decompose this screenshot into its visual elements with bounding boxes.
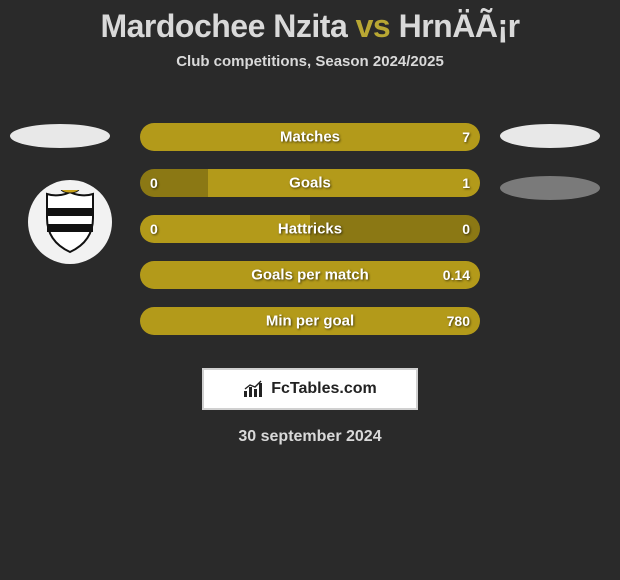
bar-chart-icon: [243, 380, 265, 398]
stat-label: Hattricks: [278, 221, 342, 238]
player1-name: Mardochee Nzita: [100, 8, 347, 44]
stat-bar: Min per goal 780: [140, 307, 480, 335]
source-label: FcTables.com: [271, 380, 377, 398]
stat-row: Hattricks 0 0: [0, 206, 620, 252]
stat-bar: Matches 7: [140, 123, 480, 151]
stat-bar: Goals per match 0.14: [140, 261, 480, 289]
vs-label: vs: [356, 8, 391, 44]
stat-value-right: 780: [447, 313, 470, 329]
stat-value-right: 7: [462, 129, 470, 145]
stat-value-left: 0: [150, 175, 158, 191]
stat-value-right: 0.14: [443, 267, 470, 283]
stat-row: Goals 0 1: [0, 160, 620, 206]
stat-label: Min per goal: [266, 313, 354, 330]
stat-label: Goals per match: [251, 267, 369, 284]
subtitle: Club competitions, Season 2024/2025: [0, 53, 620, 70]
stat-row: Min per goal 780: [0, 298, 620, 344]
stat-label: Matches: [280, 129, 340, 146]
stats-container: Matches 7 Goals 0 1 Hattricks 0 0 Goals per matc…: [0, 114, 620, 344]
stat-value-right: 1: [462, 175, 470, 191]
stat-row: Goals per match 0.14: [0, 252, 620, 298]
stat-label: Goals: [289, 175, 331, 192]
stat-bar: Goals 0 1: [140, 169, 480, 197]
date-label: 30 september 2024: [0, 428, 620, 446]
player2-name: HrnÄÃ¡r: [399, 8, 520, 44]
stat-row: Matches 7: [0, 114, 620, 160]
stat-bar: Hattricks 0 0: [140, 215, 480, 243]
stat-bar-right: [208, 169, 480, 197]
stat-value-left: 0: [150, 221, 158, 237]
stat-value-right: 0: [462, 221, 470, 237]
source-box: FcTables.com: [202, 368, 418, 410]
comparison-title: Mardochee Nzita vs HrnÄÃ¡r: [0, 0, 620, 45]
